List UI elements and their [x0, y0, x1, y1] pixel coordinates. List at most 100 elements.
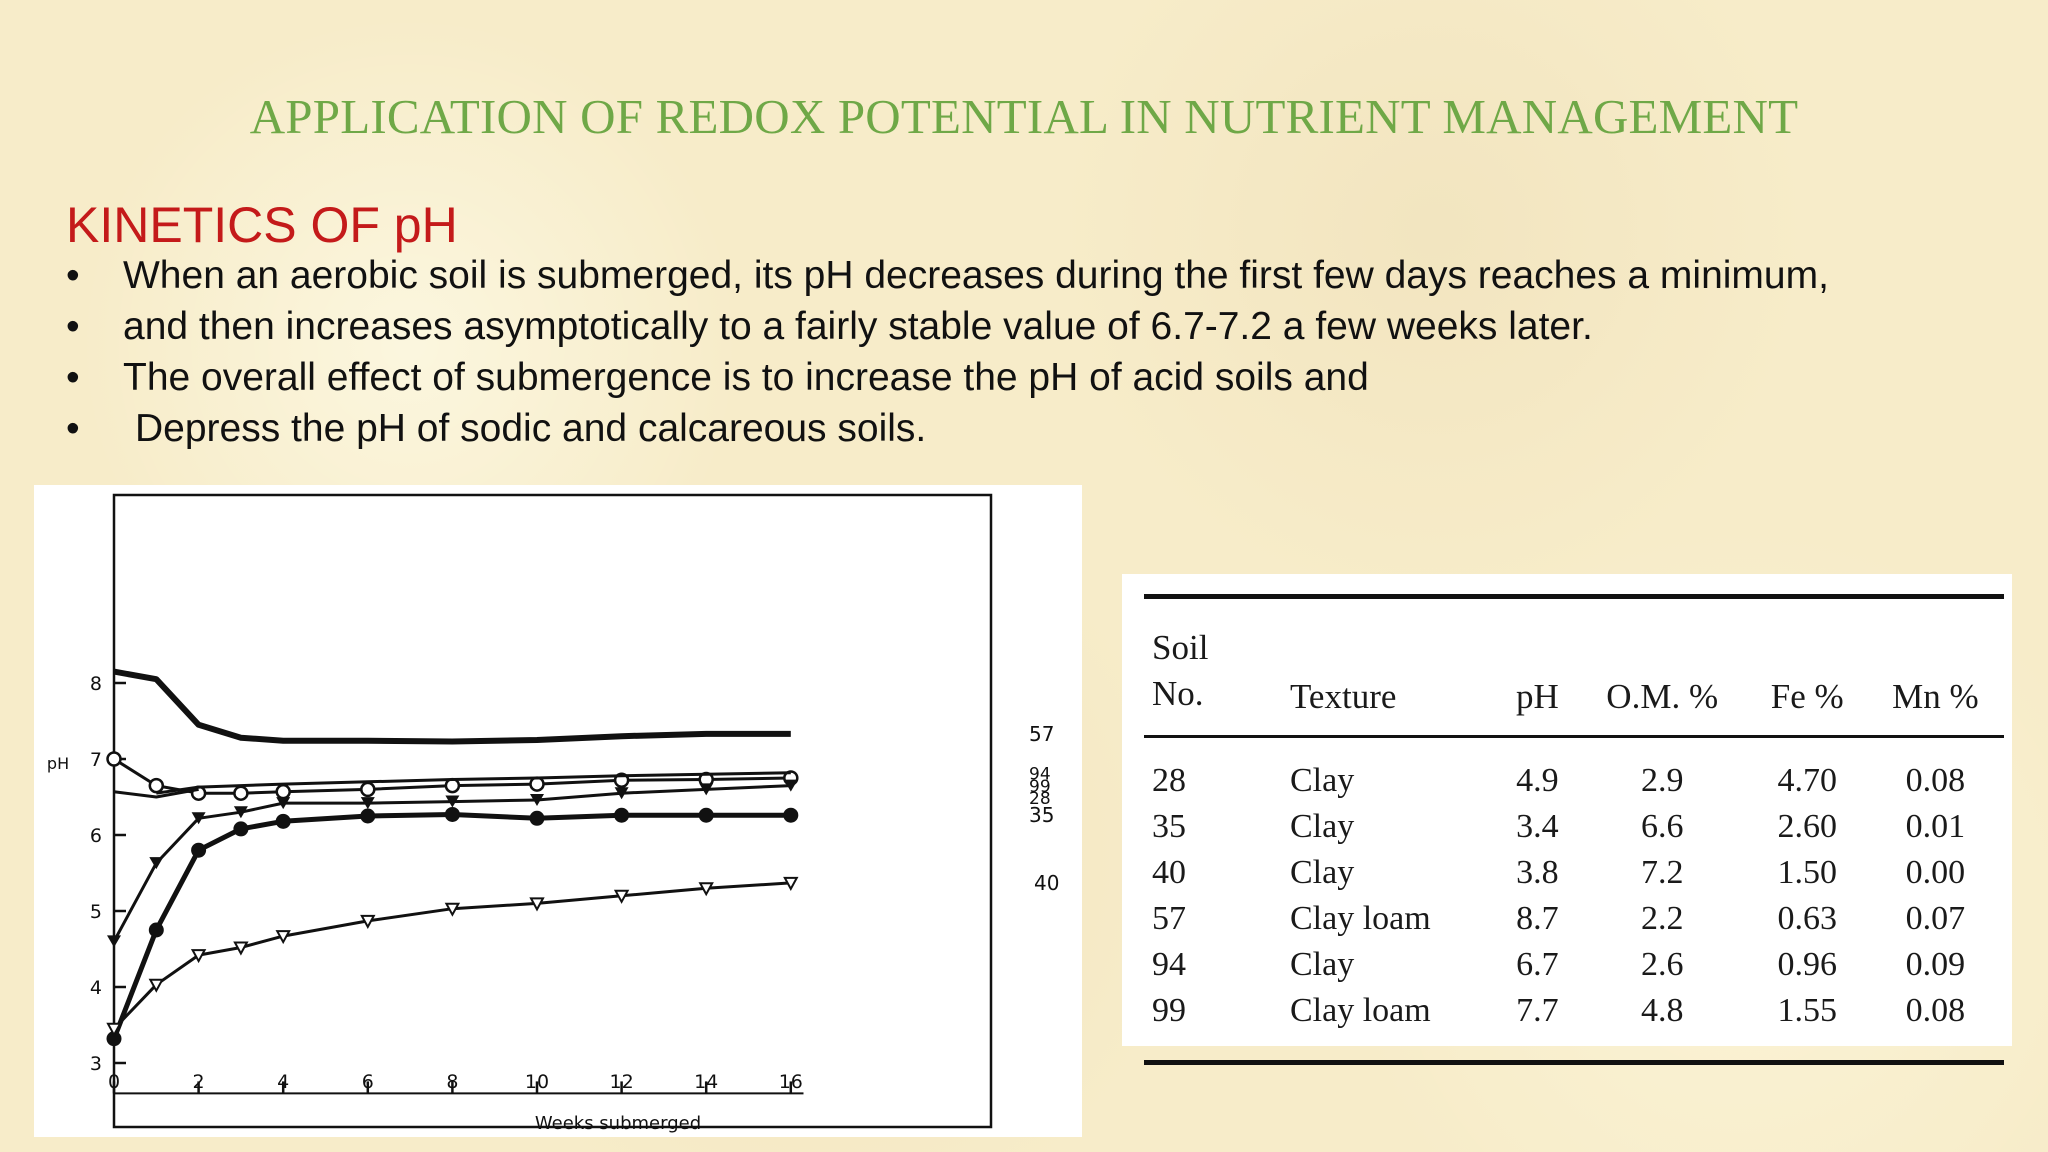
data-point [191, 842, 207, 858]
series-line-57 [113, 668, 791, 745]
chart-axes: 3 4 5 6 7 8 0 2 4 6 8 10 12 14 16 pH Weeks submerged [47, 493, 993, 1134]
cell-om: 6.6 [1640, 808, 1684, 845]
cell-om: 2.9 [1640, 762, 1684, 799]
data-point [698, 807, 714, 823]
series-label: 40 [1034, 871, 1059, 895]
section-heading: KINETICS OF pH [66, 197, 458, 253]
header-soil-no: Soil No. [1144, 597, 1250, 737]
cell-texture: Clay [1290, 946, 1355, 983]
cell-ph: 3.4 [1516, 808, 1559, 845]
cell-fe: 4.70 [1777, 762, 1838, 799]
data-point [698, 882, 714, 897]
data-point [106, 751, 122, 767]
data-point [275, 783, 291, 800]
header-no-label: No. [1152, 674, 1204, 713]
data-point [360, 781, 376, 798]
x-tick-label: 16 [779, 1071, 803, 1093]
cell-ph: 7.7 [1516, 992, 1559, 1029]
cell-ph: 3.8 [1516, 854, 1559, 891]
y-tick-label: 6 [90, 825, 102, 847]
ph-kinetics-figure: 3 4 5 6 7 8 0 2 4 6 8 10 12 14 16 pH Weeks submerged 57 9… [34, 485, 1082, 1137]
data-point [614, 807, 630, 823]
cell-texture: Clay [1290, 808, 1355, 845]
cell-om: 2.6 [1640, 946, 1684, 983]
data-point [106, 1031, 122, 1047]
bullet-marker: • [66, 356, 80, 399]
data-point [783, 876, 799, 891]
cell-soil-no: 99 [1152, 992, 1186, 1029]
ph-kinetics-chart: 3 4 5 6 7 8 0 2 4 6 8 10 12 14 16 pH Weeks submerged 57 9… [47, 493, 1059, 1134]
x-tick-label: 2 [193, 1071, 205, 1093]
data-point [191, 812, 206, 825]
header-om: O.M. % [1606, 677, 1719, 716]
table-row: 35 Clay 3.4 6.6 2.60 0.01 [1144, 804, 2004, 850]
cell-soil-no: 94 [1152, 946, 1186, 983]
bullet-text: When an aerobic soil is submerged, its p… [123, 254, 1829, 297]
table-row: 40 Clay 3.8 7.2 1.50 0.00 [1144, 850, 2004, 896]
series-label: 57 [1029, 722, 1054, 746]
data-point [614, 787, 629, 800]
data-point [360, 797, 375, 810]
data-point [276, 797, 291, 810]
data-point [783, 779, 798, 792]
plot-frame [112, 493, 993, 1129]
series-label: 99 [1029, 777, 1051, 797]
data-point [783, 807, 799, 823]
y-tick-label: 8 [90, 673, 102, 695]
table-row: 28 Clay 4.9 2.9 4.70 0.08 [1144, 737, 2004, 805]
cell-texture: Clay loam [1290, 900, 1431, 937]
data-point [149, 857, 164, 870]
cell-ph: 4.9 [1516, 762, 1559, 799]
data-point [148, 922, 164, 938]
data-point [148, 978, 164, 993]
data-point [275, 930, 291, 945]
series-label: 35 [1029, 803, 1054, 827]
data-point [445, 795, 460, 808]
cell-fe: 0.63 [1777, 900, 1838, 937]
x-tick-label: 0 [108, 1071, 120, 1093]
cell-fe: 1.50 [1777, 854, 1838, 891]
bullet-marker: • [66, 254, 80, 297]
table-header-row: Soil No. Texture pH O.M. % Fe % Mn % [1144, 596, 2004, 737]
data-point [233, 821, 249, 837]
series-line-99 [156, 771, 791, 795]
series-label: 28 [1029, 789, 1051, 809]
bullet-text: The overall effect of submergence is to … [123, 356, 1369, 399]
cell-texture: Clay [1290, 762, 1355, 799]
data-point [106, 1022, 122, 1037]
data-point [233, 806, 248, 819]
bullet-marker: • [66, 305, 80, 348]
data-point [360, 808, 376, 824]
data-point [360, 914, 376, 929]
series-label: 94 [1029, 765, 1051, 785]
header-texture: Texture [1290, 677, 1397, 716]
cell-fe: 0.96 [1777, 946, 1838, 983]
cell-om: 7.2 [1640, 854, 1684, 891]
bullet-marker: • [66, 407, 80, 450]
header-soil-label: Soil [1152, 628, 1209, 667]
data-point [444, 806, 460, 822]
header-fe: Fe % [1770, 677, 1844, 716]
cell-mn: 0.00 [1905, 854, 1966, 891]
data-point [190, 949, 207, 964]
data-point [613, 889, 630, 904]
slide-title: APPLICATION OF REDOX POTENTIAL IN NUTRIE… [249, 89, 1799, 144]
data-point [233, 785, 249, 801]
cell-soil-no: 57 [1152, 900, 1186, 937]
header-mn: Mn % [1892, 677, 1979, 716]
table-body: 28 Clay 4.9 2.9 4.70 0.08 35 Clay 3.4 6.6 2.60 0.01… [1144, 737, 2004, 1063]
bullet-text: and then increases asymptotically to a f… [123, 305, 1593, 348]
cell-soil-no: 40 [1152, 854, 1186, 891]
data-point [530, 794, 544, 807]
y-tick-label: 7 [90, 749, 102, 771]
soil-properties-table: Soil No. Texture pH O.M. % Fe % Mn % 28 C… [1144, 594, 2004, 1065]
cell-mn: 0.08 [1905, 762, 1966, 799]
bullet-text: Depress the pH of sodic and calcareous s… [135, 407, 927, 450]
table-row: 99 Clay loam 7.7 4.8 1.55 0.08 [1144, 988, 2004, 1063]
x-tick-label: 8 [446, 1071, 458, 1093]
cell-fe: 2.60 [1777, 808, 1838, 845]
x-axis-label: Weeks submerged [535, 1113, 701, 1134]
cell-ph: 8.7 [1516, 900, 1559, 937]
data-point [148, 777, 165, 794]
